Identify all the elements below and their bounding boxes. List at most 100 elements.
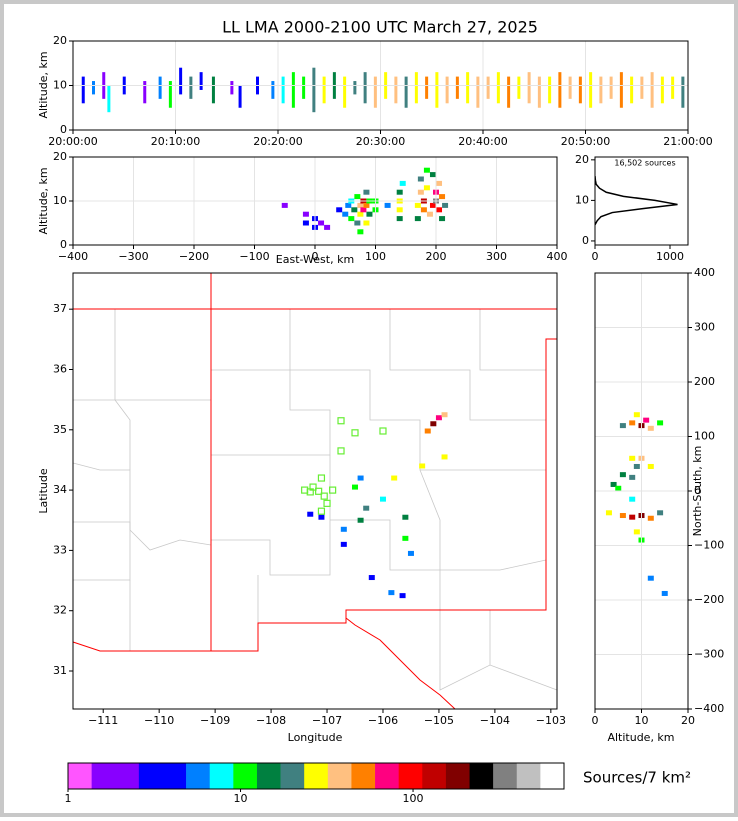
source-density: [629, 420, 636, 426]
colorbar-cell: [375, 763, 399, 789]
y-tick-label: 400: [694, 266, 715, 279]
source-density: [281, 202, 288, 208]
source-density: [340, 541, 347, 547]
source-density: [354, 220, 361, 226]
source-density: [435, 415, 442, 421]
source-density: [396, 207, 403, 213]
y-tick-label: 0: [60, 238, 67, 251]
x-tick-label: −109: [200, 714, 230, 727]
station: [337, 447, 345, 455]
y-tick-label: −400: [694, 702, 724, 715]
colorbar-cell: [493, 763, 518, 789]
altitude-histogram: [595, 175, 678, 226]
colorbar-cell: [540, 763, 565, 789]
y-axis-label: Latitude: [37, 468, 50, 514]
annotation: 16,502 sources: [614, 159, 675, 168]
x-tick-label: −400: [58, 250, 88, 263]
source-streak: [455, 76, 459, 99]
page-background: [4, 4, 734, 813]
source-streak: [537, 76, 541, 108]
source-streak: [291, 72, 295, 108]
source-density: [629, 496, 636, 502]
source-density: [336, 207, 343, 213]
source-streak: [92, 81, 95, 95]
source-streak: [507, 76, 511, 108]
source-density: [302, 211, 309, 217]
colorbar-cell: [280, 763, 305, 789]
station: [351, 429, 359, 437]
source-density: [324, 224, 331, 230]
county-line: [439, 610, 558, 691]
station: [315, 487, 323, 495]
source-density: [368, 575, 375, 581]
source-streak: [466, 72, 470, 104]
source-density: [357, 475, 364, 481]
x-tick-label: −103: [536, 714, 566, 727]
y-tick-label: 0: [694, 484, 701, 497]
source-streak: [281, 76, 285, 104]
source-streak: [81, 76, 85, 104]
x-tick-label: 20:50:00: [561, 135, 610, 148]
source-streak: [640, 76, 644, 99]
source-streak: [496, 72, 500, 104]
source-streak: [517, 76, 521, 99]
colorbar-cell: [304, 763, 329, 789]
colorbar-cell: [233, 763, 258, 789]
source-streak: [394, 76, 398, 104]
colorbar-label: Sources/7 km²: [583, 769, 691, 787]
source-streak: [238, 85, 242, 108]
source-density: [439, 216, 446, 222]
colorbar-cell: [256, 763, 281, 789]
source-density: [441, 412, 448, 418]
colorbar-cell: [91, 763, 116, 789]
source-streak: [230, 81, 234, 95]
colorbar-cell: [162, 763, 187, 789]
y-tick-label: 34: [53, 483, 67, 496]
source-density: [615, 485, 622, 491]
source-density: [429, 202, 436, 208]
source-streak: [650, 72, 654, 108]
source-density: [391, 475, 398, 481]
source-density: [407, 550, 414, 556]
x-tick-label: −104: [480, 714, 510, 727]
station: [306, 488, 314, 496]
source-streak: [548, 76, 552, 104]
source-streak: [143, 81, 147, 104]
source-density: [657, 510, 664, 516]
x-tick-label: 200: [426, 250, 447, 263]
source-density: [417, 189, 424, 195]
x-tick-label: 20:20:00: [253, 135, 302, 148]
x-tick-label: −200: [179, 250, 209, 263]
y-tick-label: 300: [694, 321, 715, 334]
source-density: [340, 526, 347, 532]
source-density: [424, 428, 431, 434]
source-density: [396, 189, 403, 195]
source-density: [363, 220, 370, 226]
colorbar-cell: [516, 763, 541, 789]
source-streak: [322, 76, 326, 104]
x-tick-label: 0: [592, 714, 599, 727]
axes-frame: [594, 272, 689, 710]
y-tick-label: 33: [53, 543, 67, 556]
source-streak: [363, 72, 367, 104]
y-tick-label: 20: [53, 34, 67, 47]
source-density: [420, 207, 427, 213]
source-streak: [558, 72, 562, 108]
colorbar-cell: [115, 763, 140, 789]
source-density: [402, 535, 409, 541]
colorbar-tick-label: 100: [403, 792, 424, 805]
source-density: [442, 202, 449, 208]
x-tick-label: 21:00:00: [663, 135, 712, 148]
source-density: [417, 176, 424, 182]
source-streak: [671, 76, 675, 99]
x-tick-label: 400: [547, 250, 568, 263]
x-tick-label: −300: [118, 250, 148, 263]
colorbar-cell: [469, 763, 494, 789]
x-tick-label: 1000: [656, 250, 684, 263]
source-density: [436, 207, 443, 213]
y-tick-label: 0: [582, 234, 589, 247]
county-line: [114, 309, 131, 470]
source-density: [414, 216, 421, 222]
source-streak: [568, 76, 572, 99]
